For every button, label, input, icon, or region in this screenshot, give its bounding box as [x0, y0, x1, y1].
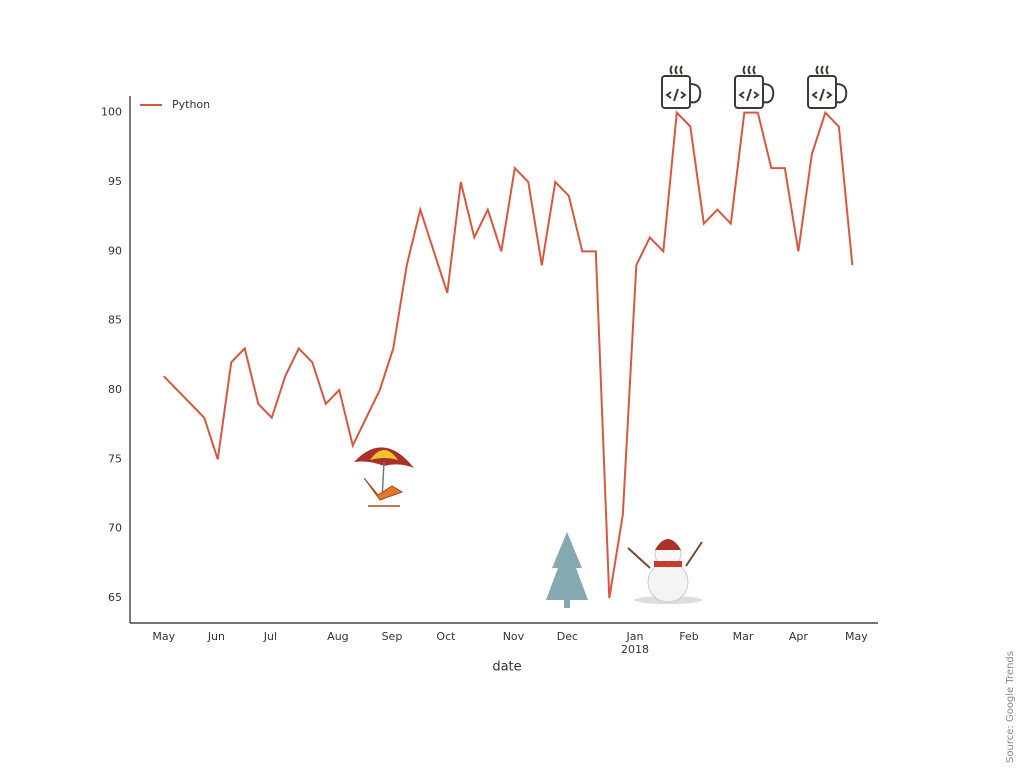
x-tick-label: Aug — [327, 630, 348, 643]
legend-label: Python — [172, 98, 210, 111]
x-tick-label: Sep — [382, 630, 403, 643]
x-tick-label: May — [152, 630, 175, 643]
y-tick-label: 95 — [108, 175, 122, 188]
beach-icon — [354, 447, 414, 507]
y-tick-label: 90 — [108, 244, 122, 257]
x-tick-label: Jan — [625, 630, 643, 643]
x-tick-label: Oct — [436, 630, 456, 643]
y-tick-label: 80 — [108, 383, 122, 396]
x-tick-label: Jun — [207, 630, 225, 643]
x-axis-label: date — [492, 660, 521, 675]
x-tick-label: Jul — [263, 630, 277, 643]
source-note: Source: Google Trends — [1005, 651, 1016, 763]
x-tick-label: Feb — [679, 630, 698, 643]
tree-icon — [546, 532, 588, 608]
y-tick-label: 75 — [108, 452, 122, 465]
x-tick-label: Mar — [733, 630, 754, 643]
coffee-icons — [661, 65, 848, 109]
y-tick-label: 85 — [108, 314, 122, 327]
line-series — [163, 110, 854, 599]
x-tick-label: May — [845, 630, 868, 643]
x-tick-label: Dec — [557, 630, 578, 643]
x-tick-label: Nov — [503, 630, 525, 643]
y-tick-label: 65 — [108, 591, 122, 604]
y-tick-label: 70 — [108, 522, 122, 535]
y-tick-label: 100 — [101, 106, 122, 119]
x-tick-label: Apr — [789, 630, 809, 643]
snowman-icon — [627, 539, 703, 604]
x-tick-sublabel: 2018 — [621, 643, 649, 656]
